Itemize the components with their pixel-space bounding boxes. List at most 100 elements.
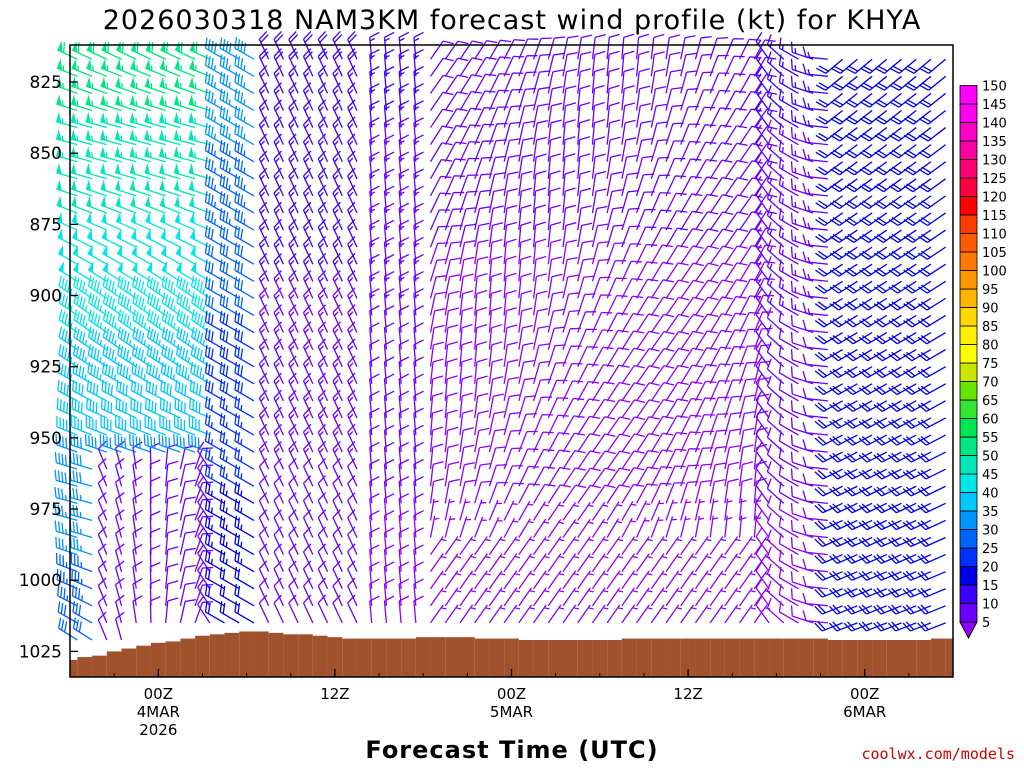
wind-barb	[398, 322, 410, 350]
wind-barb	[159, 416, 181, 436]
wind-barb	[738, 427, 755, 453]
wind-barb	[755, 510, 770, 538]
wind-barb	[547, 256, 563, 282]
wind-barb	[503, 359, 519, 384]
wind-barb	[606, 189, 623, 214]
wind-barb	[100, 179, 122, 197]
terrain-bar	[371, 638, 387, 677]
wind-barb	[86, 40, 108, 60]
wind-barb	[369, 493, 380, 521]
colorbar-swatch	[959, 325, 978, 345]
wind-barb	[802, 524, 828, 539]
wind-barb	[917, 502, 946, 514]
wind-barb	[755, 322, 770, 350]
wind-barb	[778, 157, 799, 180]
wind-barb	[347, 270, 358, 299]
wind-barb	[532, 343, 550, 367]
wind-barb	[518, 570, 535, 590]
wind-barb	[665, 415, 688, 436]
wind-barb	[547, 326, 565, 350]
wind-barb	[347, 82, 358, 111]
wind-barb	[131, 244, 152, 265]
wind-barb	[149, 459, 161, 487]
wind-barb	[755, 66, 770, 94]
wind-barb	[317, 218, 329, 248]
wind-barb	[859, 92, 888, 108]
wind-barb	[115, 195, 137, 214]
wind-barb	[97, 560, 108, 589]
wind-barb	[918, 263, 946, 277]
wind-barb	[97, 543, 108, 572]
wind-barb	[802, 63, 828, 77]
wind-barb	[288, 270, 299, 299]
wind-barb	[444, 257, 462, 282]
wind-barb	[398, 305, 410, 333]
wind-barb	[219, 515, 240, 539]
wind-barb	[100, 146, 122, 163]
y-tick-label: 1025	[19, 642, 62, 662]
wind-barb	[790, 297, 814, 317]
wind-barb	[591, 501, 609, 521]
wind-barb	[814, 314, 843, 328]
wind-barb	[802, 610, 828, 624]
wind-barb	[665, 516, 677, 538]
wind-barb	[302, 543, 314, 572]
wind-barb	[258, 458, 270, 487]
wind-barb	[790, 144, 814, 163]
wind-barb	[398, 151, 410, 179]
terrain-bar	[283, 634, 299, 677]
wind-barb	[547, 204, 561, 231]
wind-barb	[474, 189, 491, 214]
wind-barb	[383, 595, 395, 623]
wind-barb	[650, 279, 674, 299]
wind-barb	[917, 604, 946, 615]
wind-barb	[102, 309, 122, 334]
wind-barb	[317, 389, 329, 419]
wind-barb	[234, 105, 255, 129]
wind-barb	[87, 361, 108, 385]
wind-barb	[459, 427, 474, 453]
wind-barb	[57, 40, 78, 60]
wind-barb	[665, 553, 683, 573]
wind-barb	[234, 122, 255, 146]
wind-barb	[132, 560, 143, 589]
wind-barb	[873, 246, 902, 260]
wind-barb	[591, 258, 610, 282]
wind-barb	[474, 40, 498, 60]
wind-barb	[547, 397, 569, 419]
wind-barb	[621, 260, 642, 282]
wind-barb	[709, 194, 734, 214]
wind-barb	[258, 423, 270, 453]
wind-barb	[709, 479, 726, 504]
wind-barb	[829, 297, 858, 311]
wind-barb	[273, 270, 284, 299]
wind-barb	[383, 510, 395, 538]
wind-barb	[398, 271, 410, 299]
terrain-bar	[312, 635, 328, 677]
x-tick-label: 00Z	[850, 685, 879, 703]
wind-barb	[802, 114, 828, 129]
wind-barb	[778, 208, 799, 231]
wind-barb	[917, 366, 946, 379]
wind-barb	[99, 434, 122, 453]
colorbar-label: 20	[982, 561, 999, 576]
wind-barb	[413, 390, 424, 418]
wind-barb	[129, 94, 152, 112]
wind-barb	[69, 451, 93, 470]
wind-barb	[174, 379, 196, 402]
wind-barb	[874, 178, 902, 193]
wind-barb	[547, 238, 562, 265]
wind-barb	[621, 433, 645, 453]
wind-barb	[562, 432, 586, 453]
wind-barb	[317, 321, 329, 350]
wind-barb	[532, 448, 555, 470]
wind-barb	[591, 381, 615, 402]
wind-barb	[917, 297, 946, 311]
wind-barb	[635, 138, 653, 162]
wind-barb	[234, 310, 255, 334]
wind-barb	[845, 92, 873, 108]
wind-barb	[917, 349, 946, 362]
wind-barb	[71, 58, 93, 77]
wind-barb	[72, 244, 93, 265]
wind-barb	[369, 202, 380, 231]
